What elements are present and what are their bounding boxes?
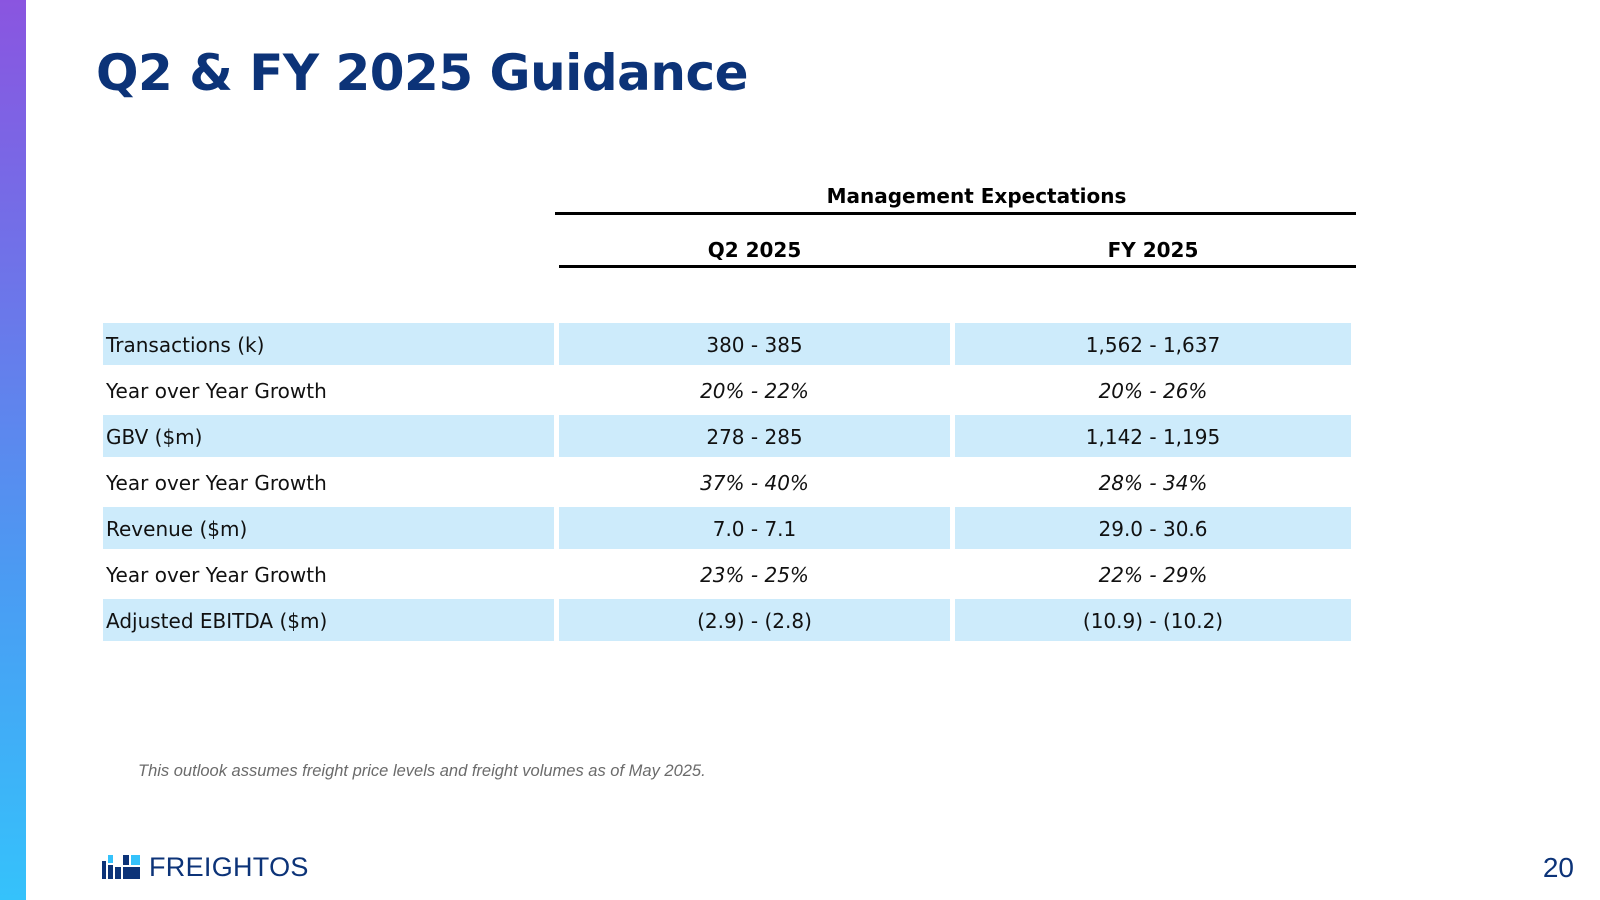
row-label: Year over Year Growth (106, 379, 327, 403)
freightos-wordmark: FREIGHTOS (149, 851, 309, 882)
row-value-fy: (10.9) - (10.2) (955, 599, 1351, 641)
side-gradient-bar (0, 0, 26, 900)
row-value-q2: 37% - 40% (700, 471, 809, 495)
page-number: 20 (1542, 852, 1574, 883)
row-value-q2: 20% - 22% (700, 379, 809, 403)
group-header-rule (555, 212, 1356, 215)
row-label: Year over Year Growth (106, 471, 327, 495)
row-value-fy: 1,142 - 1,195 (955, 415, 1351, 457)
column-header-q2: Q2 2025 (707, 238, 802, 262)
row-label: GBV ($m) (103, 415, 554, 457)
freightos-logo: FREIGHTOS (102, 852, 309, 882)
page-title: Q2 & FY 2025 Guidance (96, 44, 749, 102)
row-value-fy: 20% - 26% (1098, 379, 1208, 403)
freightos-logo-icon (102, 855, 140, 879)
row-value-q2: 380 - 385 (559, 323, 950, 365)
row-value-fy: 29.0 - 30.6 (955, 507, 1351, 549)
row-value-fy: 28% - 34% (1098, 471, 1208, 495)
column-header-rule (559, 265, 1356, 268)
footnote: This outlook assumes freight price level… (138, 762, 706, 780)
row-value-fy: 22% - 29% (1098, 563, 1208, 587)
column-header-fy: FY 2025 (1107, 238, 1199, 262)
table-group-header: Management Expectations (826, 184, 1127, 208)
row-label: Year over Year Growth (106, 563, 327, 587)
row-value-q2: (2.9) - (2.8) (559, 599, 950, 641)
row-value-q2: 278 - 285 (559, 415, 950, 457)
row-label: Transactions (k) (103, 323, 554, 365)
row-label: Adjusted EBITDA ($m) (103, 599, 554, 641)
row-value-fy: 1,562 - 1,637 (955, 323, 1351, 365)
row-value-q2: 7.0 - 7.1 (559, 507, 950, 549)
row-label: Revenue ($m) (103, 507, 554, 549)
row-value-q2: 23% - 25% (700, 563, 809, 587)
